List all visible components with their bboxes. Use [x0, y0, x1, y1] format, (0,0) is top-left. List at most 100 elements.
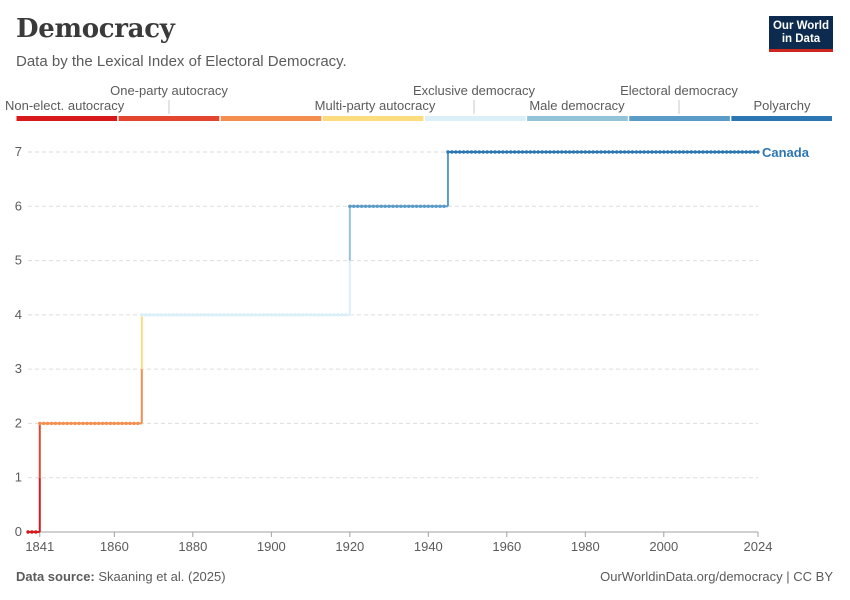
data-point: [717, 150, 721, 154]
data-point: [41, 421, 46, 426]
data-point: [34, 530, 38, 534]
data-point: [461, 150, 466, 154]
data-point: [304, 313, 309, 317]
legend-swatch: [425, 116, 526, 121]
legend-label: Polyarchy: [753, 98, 811, 113]
data-point: [202, 313, 207, 317]
data-point: [728, 150, 733, 154]
legend-label: Male democracy: [529, 98, 625, 113]
data-point: [81, 421, 85, 426]
data-point: [528, 150, 533, 154]
data-point: [736, 150, 741, 154]
data-point: [214, 313, 219, 317]
legend-label: Multi-party autocracy: [315, 98, 436, 113]
data-point: [352, 204, 356, 208]
x-tick-label: 1860: [100, 539, 129, 554]
chart-title: Democracy: [16, 14, 175, 44]
data-point: [669, 150, 674, 154]
legend-label: Non-elect. autocracy: [5, 98, 125, 113]
data-point: [359, 204, 364, 208]
x-tick-label: 1960: [492, 539, 521, 554]
data-point: [120, 421, 124, 426]
data-point: [297, 313, 301, 317]
source-url[interactable]: OurWorldinData.org/democracy | CC BY: [600, 569, 833, 584]
data-source: Data source: Skaaning et al. (2025): [16, 569, 226, 584]
data-point: [395, 204, 399, 208]
data-point: [709, 150, 713, 154]
data-point: [654, 150, 658, 154]
data-point: [175, 313, 179, 317]
data-point: [403, 204, 407, 208]
data-point: [458, 150, 462, 154]
data-point: [206, 313, 211, 317]
data-point: [426, 204, 431, 208]
data-point: [355, 204, 360, 208]
y-gridlines: 0 1 2 3 4 5 6 7: [15, 144, 758, 539]
data-point: [414, 204, 419, 208]
data-point: [379, 204, 383, 208]
data-point: [481, 150, 485, 154]
data-point: [713, 150, 717, 154]
data-point: [367, 204, 372, 208]
data-point: [591, 150, 595, 154]
data-point: [265, 313, 270, 317]
data-point: [336, 313, 340, 317]
data-point: [611, 150, 615, 154]
data-point: [226, 313, 230, 317]
data-point: [49, 421, 54, 426]
data-point: [489, 150, 493, 154]
legend-swatch: [322, 116, 424, 121]
data-point: [289, 313, 293, 317]
data-point: [285, 313, 289, 317]
data-point: [371, 204, 376, 208]
series-label: Canada: [762, 145, 810, 160]
x-tick-label: 1940: [414, 539, 443, 554]
x-tick-label: 1900: [257, 539, 286, 554]
data-point: [124, 421, 128, 426]
data-point: [30, 530, 34, 534]
data-point: [438, 204, 442, 208]
data-point: [626, 150, 631, 154]
data-point: [454, 150, 458, 154]
data-point: [261, 313, 266, 317]
data-point: [69, 421, 73, 426]
legend-label: One-party autocracy: [110, 83, 228, 98]
data-point: [183, 313, 187, 317]
axes: 1841 1860 1880 1900 1920 1940 1960 1980 2000 2024: [25, 531, 773, 554]
data-point: [198, 313, 203, 317]
data-point: [697, 150, 701, 154]
data-point: [61, 421, 66, 426]
data-point: [646, 150, 650, 154]
x-tick-label: 2024: [744, 539, 773, 554]
data-point: [677, 150, 682, 154]
data-point: [328, 313, 332, 317]
logo-line-2: in Data: [781, 33, 821, 45]
data-point: [234, 313, 238, 317]
owid-logo[interactable]: Our World in Data: [769, 16, 833, 52]
data-point: [587, 150, 591, 154]
data-point: [422, 204, 427, 208]
data-point: [516, 150, 521, 154]
data-point: [505, 150, 509, 154]
logo-line-1: Our World: [772, 20, 829, 32]
data-point: [363, 204, 368, 208]
data-point: [167, 313, 171, 317]
data-point: [391, 204, 395, 208]
data-point: [681, 150, 686, 154]
data-point: [163, 313, 168, 317]
data-point: [38, 421, 42, 426]
data-point: [634, 150, 639, 154]
data-point: [540, 150, 544, 154]
data-point: [45, 421, 50, 426]
data-point: [744, 150, 748, 154]
data-point: [410, 204, 415, 208]
y-tick-label: 1: [15, 470, 22, 485]
data-point: [387, 204, 391, 208]
data-point: [147, 313, 152, 317]
data-point: [618, 150, 623, 154]
data-point: [399, 204, 403, 208]
x-tick-label: 1920: [335, 539, 364, 554]
data-point: [552, 150, 556, 154]
data-point: [293, 313, 297, 317]
data-point: [250, 313, 254, 317]
